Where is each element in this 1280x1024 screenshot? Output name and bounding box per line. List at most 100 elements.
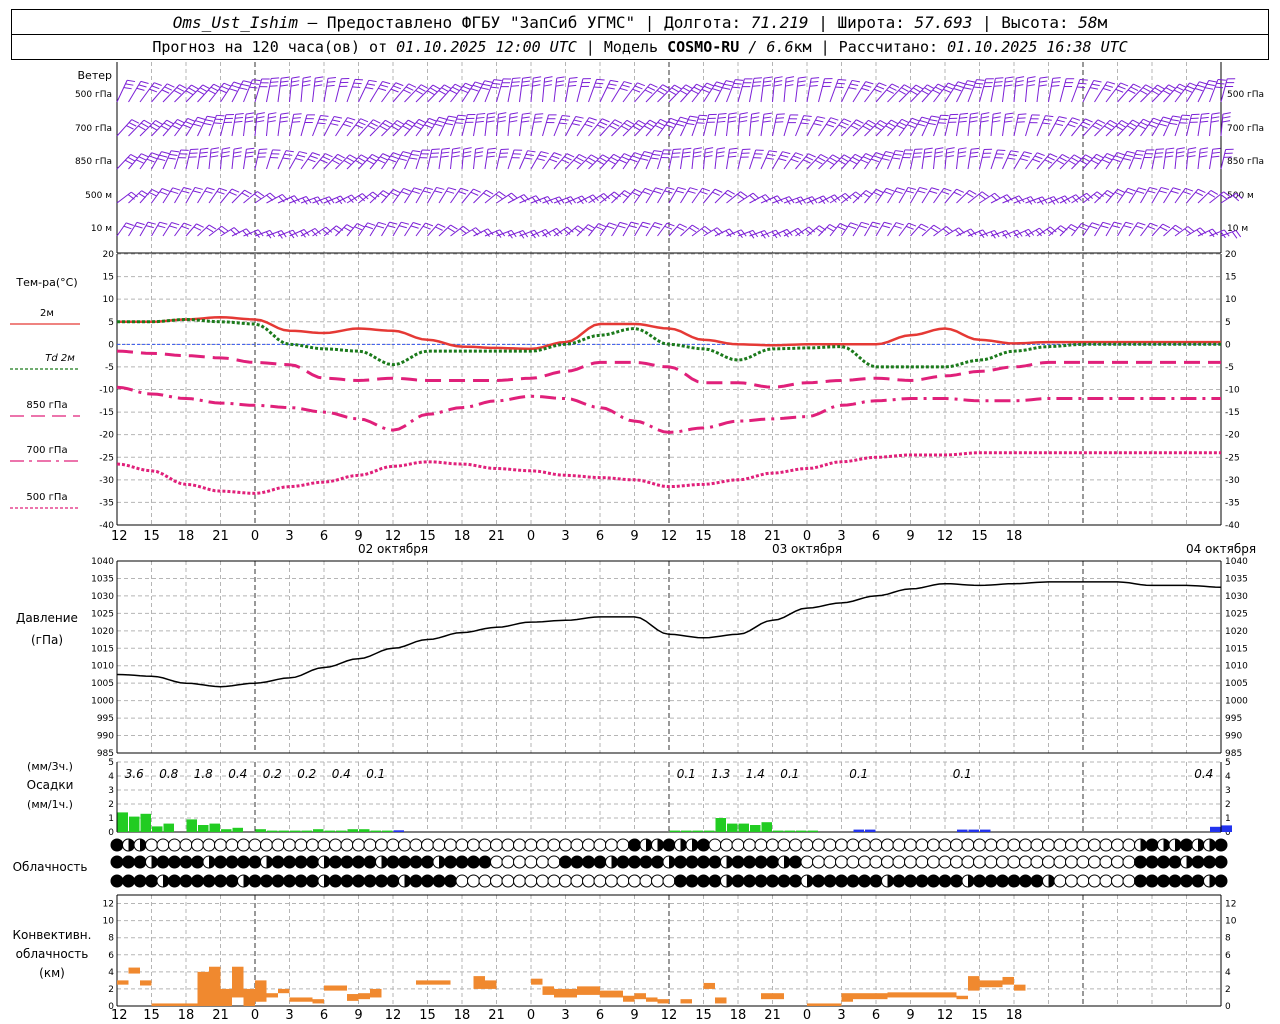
cloud-symbol: [283, 855, 296, 869]
pressure-tick-right: 1015: [1225, 644, 1248, 654]
pressure-tick-left: 1005: [91, 679, 114, 689]
cloud-symbol: [593, 855, 607, 869]
convective-bar: [370, 988, 382, 998]
wind-barb: [737, 192, 754, 204]
wind-barb: [519, 114, 523, 137]
wind-barb: [565, 116, 577, 137]
model-name: COSMO-RU: [667, 38, 740, 56]
convective-bar: [220, 988, 232, 1006]
wind-barb: [542, 114, 550, 137]
pressure-tick-left: 1000: [91, 697, 114, 707]
rain-bar: [209, 823, 220, 832]
wind-barb: [461, 188, 474, 204]
rain-bar: [140, 813, 151, 832]
wind-barb: [622, 221, 632, 237]
rain-bar: [324, 830, 335, 832]
wind-level-right: 500 гПа: [1227, 90, 1264, 100]
cloud-symbol: [363, 855, 377, 869]
temp-tick-right: -30: [1225, 476, 1240, 486]
wind-barb: [496, 149, 502, 170]
wind-level-left: 500 м: [85, 191, 112, 201]
wind-barb: [714, 114, 720, 137]
conv-tick-right: 12: [1225, 900, 1236, 910]
wind-barb: [519, 229, 535, 237]
precip-tick-right: 0: [1225, 828, 1231, 838]
convective-bar: [657, 999, 669, 1004]
wind-barb: [576, 117, 590, 137]
wind-barb: [622, 152, 635, 170]
conv-tick-left: 6: [108, 951, 114, 961]
cloud-symbol: [524, 838, 538, 852]
calc-time: 01.10.2025 16:38 UTC: [947, 38, 1128, 56]
pressure-tick-left: 1035: [91, 574, 114, 584]
wind-barb: [220, 227, 235, 237]
cloud-symbol: [881, 855, 894, 869]
wind-barb: [841, 119, 857, 137]
wind-barb: [749, 78, 755, 103]
cloud-symbol: [214, 855, 227, 869]
precip-3h-total: 0.4: [1194, 767, 1213, 781]
wind-barb: [703, 114, 710, 137]
rain-bar: [198, 825, 209, 832]
calc-label: | Рассчитано:: [811, 38, 948, 56]
wind-barb: [737, 229, 754, 237]
convective-bar: [128, 967, 140, 974]
wind-barb: [438, 83, 456, 103]
wind-barb: [323, 225, 337, 237]
precip-tick-left: 5: [108, 758, 114, 768]
conv-tick-left: 10: [103, 917, 115, 927]
temp-tick-right: -40: [1225, 521, 1240, 531]
wind-barb: [484, 114, 489, 137]
wind-barb: [461, 227, 476, 237]
wind-barb: [197, 149, 201, 170]
convective-bar: [887, 992, 922, 998]
cloud-symbol: [927, 855, 940, 869]
wind-barb: [404, 84, 422, 103]
cloud-symbol: [352, 874, 365, 888]
wind-barb: [335, 194, 352, 204]
conv-tick-right: 10: [1225, 917, 1237, 927]
conv-tick-right: 2: [1225, 985, 1231, 995]
wind-barb: [691, 115, 700, 137]
rain-bar: [807, 830, 818, 832]
wind-barb: [553, 153, 568, 170]
altitude-label: | Высота:: [972, 13, 1079, 32]
cloud-symbol: [1065, 838, 1078, 852]
wind-barb: [852, 190, 867, 204]
cloud-symbol: [513, 874, 526, 888]
wind-barb: [1059, 154, 1075, 170]
wind-barb: [208, 225, 222, 237]
cloud-symbol: [455, 855, 469, 869]
cloud-symbol: [800, 855, 814, 869]
cloud-symbol: [547, 838, 561, 852]
wind-barb: [1048, 116, 1060, 137]
wind-barb: [392, 221, 402, 237]
wind-barb: [139, 152, 152, 170]
wind-barb: [1013, 228, 1029, 237]
precip-3h-total: 1.4: [746, 767, 765, 781]
cloud-symbol: [202, 838, 216, 852]
snow-bar: [853, 829, 864, 832]
cloud-symbol: [490, 838, 503, 852]
wind-barb: [967, 229, 983, 237]
wind-barb: [956, 228, 972, 237]
wind-barb: [369, 190, 384, 204]
wind-barb: [185, 187, 196, 204]
pressure-tick-left: 1040: [91, 557, 114, 567]
wind-barb: [427, 149, 433, 170]
wind-barb: [657, 149, 664, 170]
temp-tick-left: -40: [99, 521, 114, 531]
cloud-symbol: [1076, 838, 1090, 852]
wind-barb: [887, 150, 896, 170]
wind-barb: [703, 149, 706, 170]
wind-barb: [875, 221, 885, 237]
wind-barb: [277, 150, 287, 170]
wind-barb: [415, 149, 423, 170]
wind-barb: [726, 149, 731, 170]
cloud-symbol: [593, 874, 607, 888]
conv-hour-label: 3: [285, 1008, 293, 1023]
temp-tick-left: -20: [99, 431, 114, 441]
rain-bar: [278, 830, 289, 832]
pressure-tick-right: 985: [1225, 749, 1242, 759]
wind-barb: [691, 149, 695, 170]
